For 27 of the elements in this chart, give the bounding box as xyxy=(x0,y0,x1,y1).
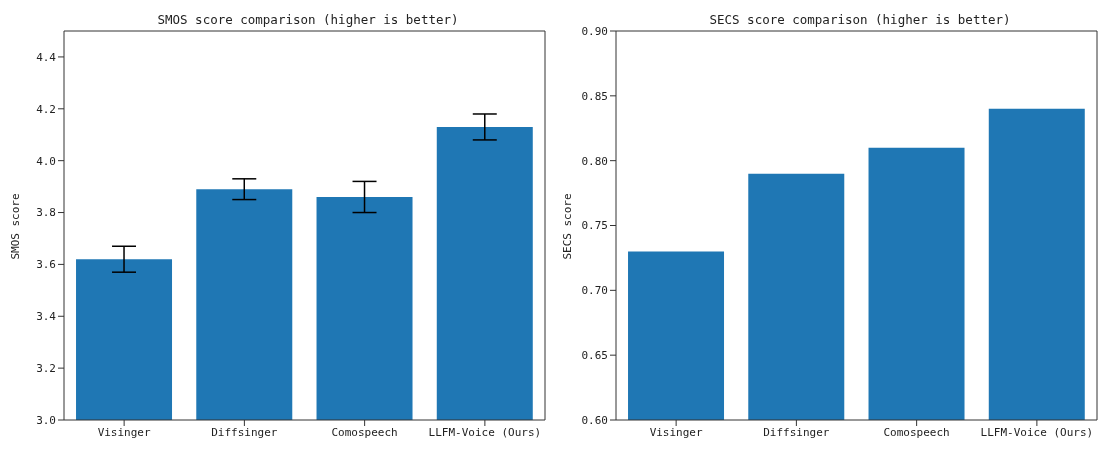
y-tick-label: 3.6 xyxy=(36,258,56,272)
y-tick-label: 0.60 xyxy=(581,413,608,427)
x-tick-label: Diffsinger xyxy=(211,425,278,439)
chart-title: SMOS score comparison (higher is better) xyxy=(156,12,460,27)
y-tick-label: 0.70 xyxy=(581,284,608,298)
y-tick-label: 4.0 xyxy=(36,154,56,168)
x-tick-label: LLFM-Voice (Ours) xyxy=(428,425,542,439)
y-tick-label: 0.65 xyxy=(581,349,608,363)
x-tick-label: Comospeech xyxy=(883,425,950,439)
y-tick-label: 0.85 xyxy=(581,89,608,103)
y-tick-label: 3.2 xyxy=(36,362,56,376)
y-tick-label: 0.90 xyxy=(581,24,608,38)
x-tick-label: Visinger xyxy=(649,425,703,439)
y-tick-label: 4.4 xyxy=(36,50,57,64)
x-tick-label: Diffsinger xyxy=(763,425,830,439)
y-tick-label: 0.80 xyxy=(581,154,608,168)
y-tick-label: 0.75 xyxy=(581,219,608,233)
x-tick-label: Comospeech xyxy=(331,425,398,439)
y-axis-title: SMOS score xyxy=(8,192,22,260)
y-tick-label: 3.4 xyxy=(36,310,57,324)
y-tick-label: 3.0 xyxy=(36,413,56,427)
x-tick-label: LLFM-Voice (Ours) xyxy=(980,425,1094,439)
y-tick-label: 3.8 xyxy=(36,206,56,220)
chart-title: SECS score comparison (higher is better) xyxy=(708,12,1012,27)
y-tick-label: 4.2 xyxy=(36,102,56,116)
y-axis-title: SECS score xyxy=(560,192,574,260)
x-tick-label: Visinger xyxy=(97,425,151,439)
